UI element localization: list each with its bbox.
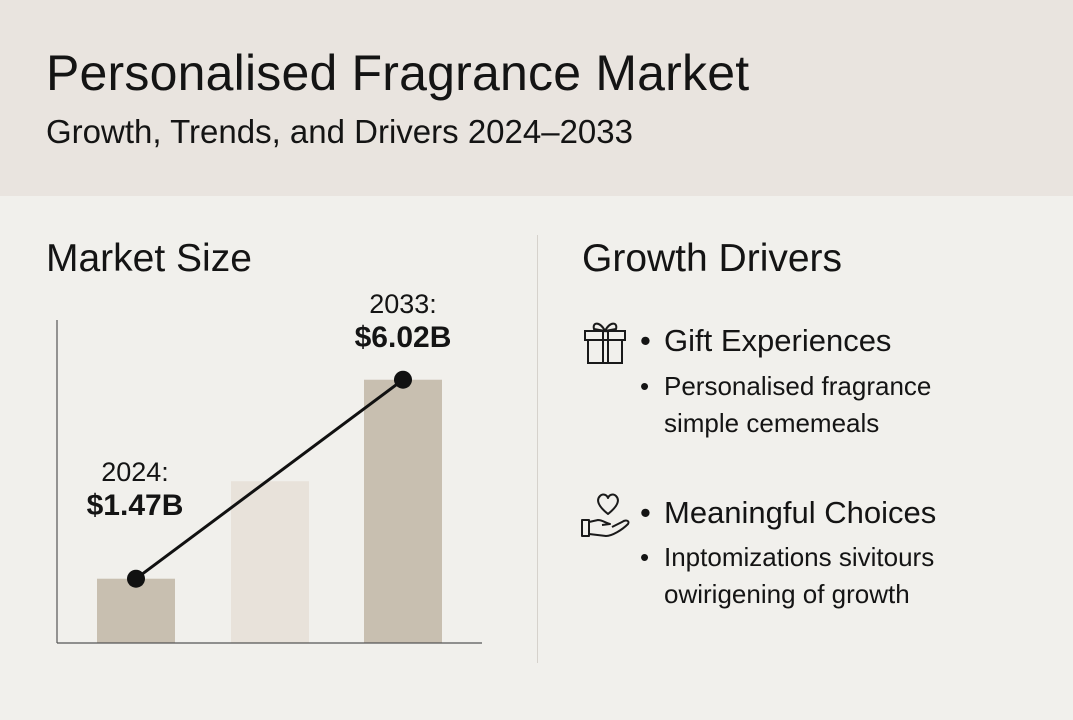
detail-line: Personalised fragrance	[664, 371, 932, 401]
gift-icon	[584, 322, 626, 364]
page-subtitle: Growth, Trends, and Drivers 2024–2033	[46, 113, 633, 150]
bar-2033	[364, 379, 442, 643]
annotation-value: $6.02B	[354, 321, 452, 354]
driver-title: Gift Experiences	[664, 323, 892, 358]
detail-line: simple cememeals	[664, 408, 880, 438]
annotation-2033: 2033: $6.02B	[338, 288, 468, 355]
page-title: Personalised Fragrance Market	[46, 45, 750, 101]
annotation-2024: 2024: $1.47B	[70, 456, 200, 523]
driver-title: Meaningful Choices	[664, 495, 937, 530]
annotation-value: $1.47B	[86, 489, 184, 522]
detail-line: owirigening of growth	[664, 579, 910, 609]
driver-detail: • Personalised fragrance simple cememeal…	[640, 368, 931, 442]
market-size-heading: Market Size	[46, 237, 252, 280]
driver-detail: • Inptomizations sivitours owirigening o…	[640, 539, 934, 613]
trend-point-2024	[127, 569, 145, 588]
bullet-icon: •	[640, 542, 650, 572]
header-band: Personalised Fragrance Market Growth, Tr…	[0, 0, 1073, 196]
annotation-year: 2033:	[369, 289, 437, 319]
bullet-icon: •	[640, 323, 651, 358]
section-divider	[537, 235, 538, 663]
bar-middle	[231, 481, 309, 643]
annotation-year: 2024:	[101, 457, 169, 487]
heart-hand-icon	[581, 493, 630, 537]
bullet-icon: •	[640, 371, 650, 401]
driver-meaningful-choices: • Meaningful Choices	[640, 495, 936, 531]
bullet-icon: •	[640, 495, 651, 530]
growth-drivers-heading: Growth Drivers	[582, 237, 843, 280]
trend-point-2033	[394, 370, 412, 389]
trend-line	[135, 378, 404, 580]
bar-2024	[97, 578, 175, 643]
driver-gift-experiences: • Gift Experiences	[640, 323, 891, 359]
detail-line: Inptomizations sivitours	[664, 542, 935, 572]
